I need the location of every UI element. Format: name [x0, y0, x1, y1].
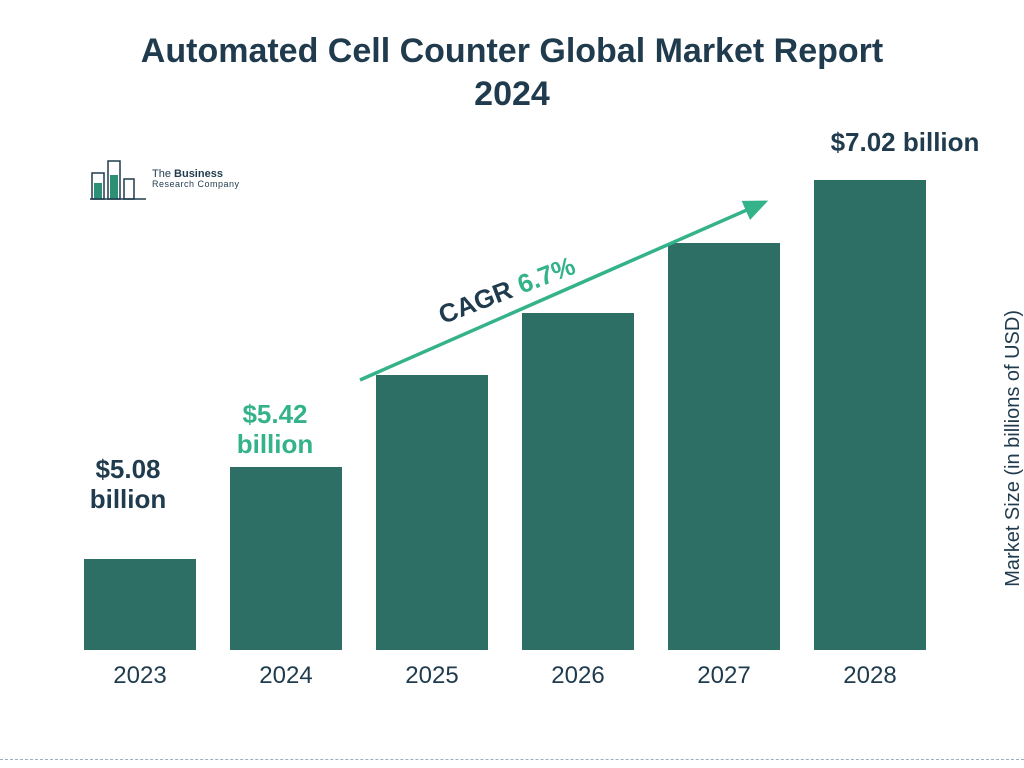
value-label-2023: $5.08 billion: [68, 455, 188, 515]
xlabel: 2027: [664, 662, 784, 690]
bar-slot: [664, 243, 784, 650]
bar-2028: [814, 180, 926, 650]
bar-chart: 2023 2024 2025 2026 2027 2028: [70, 160, 940, 690]
xlabel: 2026: [518, 662, 638, 690]
value-label-2024: $5.42 billion: [215, 400, 335, 460]
bars-container: [70, 160, 940, 650]
bar-slot: [372, 375, 492, 650]
xlabel: 2024: [226, 662, 346, 690]
bar-2027: [668, 243, 780, 650]
chart-title: Automated Cell Counter Global Market Rep…: [0, 30, 1024, 115]
xlabel: 2023: [80, 662, 200, 690]
x-axis-labels: 2023 2024 2025 2026 2027 2028: [70, 662, 940, 690]
bar-2024: [230, 467, 342, 650]
xlabel: 2028: [810, 662, 930, 690]
xlabel: 2025: [372, 662, 492, 690]
bar-2023: [84, 559, 196, 650]
bar-slot: [80, 559, 200, 650]
footer-divider: [0, 759, 1024, 760]
y-axis-label: Market Size (in billions of USD): [1002, 310, 1024, 587]
bar-2026: [522, 313, 634, 650]
bar-slot: [518, 313, 638, 650]
bar-slot: [226, 467, 346, 650]
bar-2025: [376, 375, 488, 650]
value-label-2028: $7.02 billion: [820, 128, 990, 158]
bar-slot: [810, 180, 930, 650]
